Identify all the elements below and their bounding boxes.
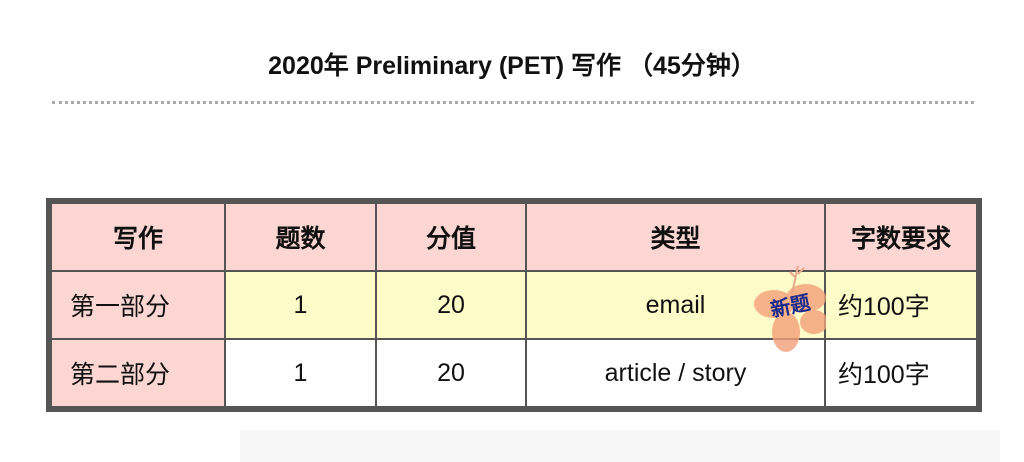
table-row: 第二部分 1 20 article / story 约100字 xyxy=(48,338,980,410)
table-header-row: 写作 题数 分值 类型 字数要求 xyxy=(48,200,980,272)
table-cell: 20 xyxy=(375,338,527,410)
table-cell: article / story xyxy=(525,338,826,410)
header-cell: 分值 xyxy=(375,200,527,272)
table-cell: 约100字 xyxy=(824,270,980,340)
background-shade xyxy=(240,430,1000,462)
table-cell: 第二部分 xyxy=(48,338,226,410)
writing-table: 写作 题数 分值 类型 字数要求 第一部分 1 20 email 新题 约100… xyxy=(46,198,982,412)
header-cell: 字数要求 xyxy=(824,200,980,272)
header-cell: 题数 xyxy=(224,200,377,272)
dotted-divider xyxy=(52,101,974,104)
table-cell: 1 xyxy=(224,338,377,410)
table-cell-type: email 新题 xyxy=(525,265,828,352)
header-cell: 类型 xyxy=(525,200,826,272)
table-row: 第一部分 1 20 email 新题 约100字 xyxy=(48,265,980,352)
table-cell: 20 xyxy=(375,270,527,340)
table-cell: 第一部分 xyxy=(48,270,226,340)
page-title: 2020年 Preliminary (PET) 写作 （45分钟） xyxy=(268,52,756,80)
type-text: email xyxy=(645,290,706,319)
header-cell: 写作 xyxy=(48,200,226,272)
table-cell: 1 xyxy=(224,270,377,340)
table-cell: 约100字 xyxy=(824,338,980,410)
